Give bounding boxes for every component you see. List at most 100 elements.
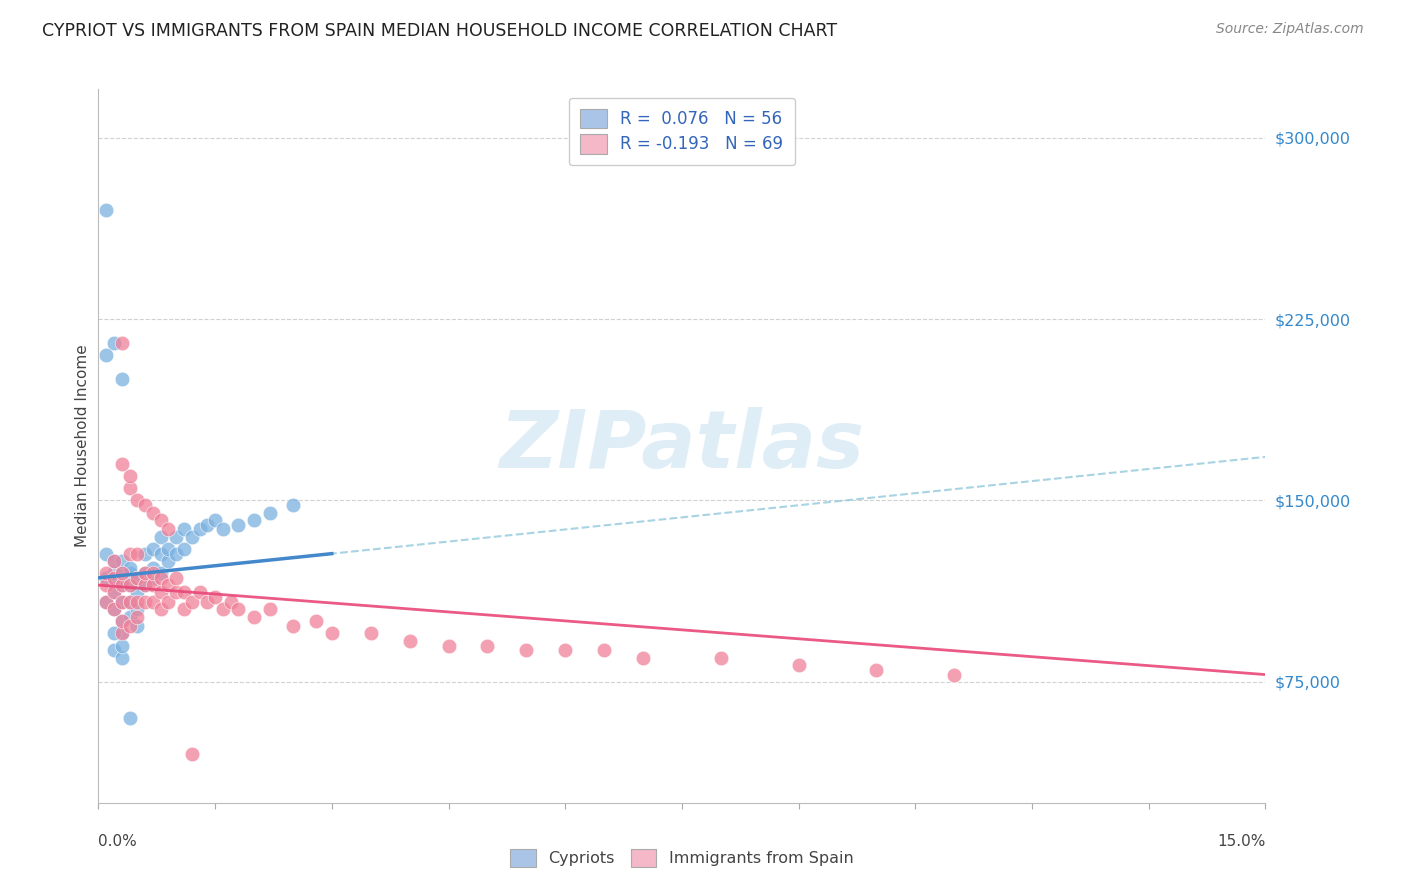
- Text: CYPRIOT VS IMMIGRANTS FROM SPAIN MEDIAN HOUSEHOLD INCOME CORRELATION CHART: CYPRIOT VS IMMIGRANTS FROM SPAIN MEDIAN …: [42, 22, 838, 40]
- Point: [305, 615, 328, 629]
- Point: [111, 578, 134, 592]
- Point: [515, 643, 537, 657]
- Point: [228, 517, 250, 532]
- Point: [103, 602, 125, 616]
- Point: [127, 619, 149, 633]
- Point: [157, 541, 180, 556]
- Point: [943, 667, 966, 681]
- Point: [134, 566, 156, 580]
- Point: [157, 595, 180, 609]
- Point: [103, 626, 125, 640]
- Point: [118, 595, 141, 609]
- Point: [180, 595, 202, 609]
- Point: [127, 585, 149, 599]
- Point: [398, 633, 420, 648]
- Point: [103, 571, 125, 585]
- Point: [437, 639, 460, 653]
- Point: [111, 372, 134, 386]
- Point: [127, 571, 149, 585]
- Y-axis label: Median Household Income: Median Household Income: [75, 344, 90, 548]
- Point: [360, 626, 382, 640]
- Point: [96, 348, 118, 362]
- Point: [165, 547, 187, 561]
- Point: [142, 578, 165, 592]
- Point: [118, 566, 141, 580]
- Point: [111, 615, 134, 629]
- Point: [118, 481, 141, 495]
- Point: [787, 657, 810, 672]
- Point: [127, 493, 149, 508]
- Text: Source: ZipAtlas.com: Source: ZipAtlas.com: [1216, 22, 1364, 37]
- Point: [111, 566, 134, 580]
- Point: [103, 602, 125, 616]
- Point: [865, 663, 887, 677]
- Point: [180, 530, 202, 544]
- Point: [134, 498, 156, 512]
- Point: [165, 530, 187, 544]
- Point: [157, 578, 180, 592]
- Point: [111, 639, 134, 653]
- Point: [103, 554, 125, 568]
- Point: [142, 561, 165, 575]
- Point: [111, 578, 134, 592]
- Point: [96, 571, 118, 585]
- Point: [165, 571, 187, 585]
- Point: [127, 595, 149, 609]
- Point: [118, 619, 141, 633]
- Point: [118, 609, 141, 624]
- Point: [111, 595, 134, 609]
- Text: ZIPatlas: ZIPatlas: [499, 407, 865, 485]
- Point: [149, 530, 172, 544]
- Point: [157, 523, 180, 537]
- Point: [103, 336, 125, 351]
- Point: [188, 585, 211, 599]
- Point: [195, 517, 218, 532]
- Point: [96, 203, 118, 218]
- Point: [149, 566, 172, 580]
- Point: [103, 585, 125, 599]
- Point: [103, 566, 125, 580]
- Point: [228, 602, 250, 616]
- Point: [111, 566, 134, 580]
- Point: [243, 513, 266, 527]
- Point: [127, 547, 149, 561]
- Point: [281, 498, 304, 512]
- Point: [173, 523, 195, 537]
- Point: [195, 595, 218, 609]
- Point: [118, 469, 141, 483]
- Point: [149, 547, 172, 561]
- Point: [142, 566, 165, 580]
- Text: 15.0%: 15.0%: [1218, 834, 1265, 849]
- Point: [111, 457, 134, 471]
- Point: [180, 747, 202, 762]
- Point: [127, 571, 149, 585]
- Point: [157, 554, 180, 568]
- Point: [554, 643, 576, 657]
- Point: [118, 711, 141, 725]
- Point: [149, 602, 172, 616]
- Point: [111, 626, 134, 640]
- Point: [111, 554, 134, 568]
- Point: [111, 650, 134, 665]
- Point: [631, 650, 654, 665]
- Point: [96, 578, 118, 592]
- Point: [111, 595, 134, 609]
- Point: [134, 547, 156, 561]
- Point: [149, 585, 172, 599]
- Point: [259, 602, 281, 616]
- Legend: Cypriots, Immigrants from Spain: Cypriots, Immigrants from Spain: [501, 839, 863, 877]
- Text: 0.0%: 0.0%: [98, 834, 138, 849]
- Point: [204, 590, 226, 604]
- Point: [96, 595, 118, 609]
- Point: [710, 650, 733, 665]
- Point: [142, 541, 165, 556]
- Point: [204, 513, 226, 527]
- Point: [134, 566, 156, 580]
- Point: [118, 578, 141, 592]
- Point: [149, 513, 172, 527]
- Point: [173, 541, 195, 556]
- Point: [142, 506, 165, 520]
- Point: [149, 571, 172, 585]
- Point: [134, 578, 156, 592]
- Point: [188, 523, 211, 537]
